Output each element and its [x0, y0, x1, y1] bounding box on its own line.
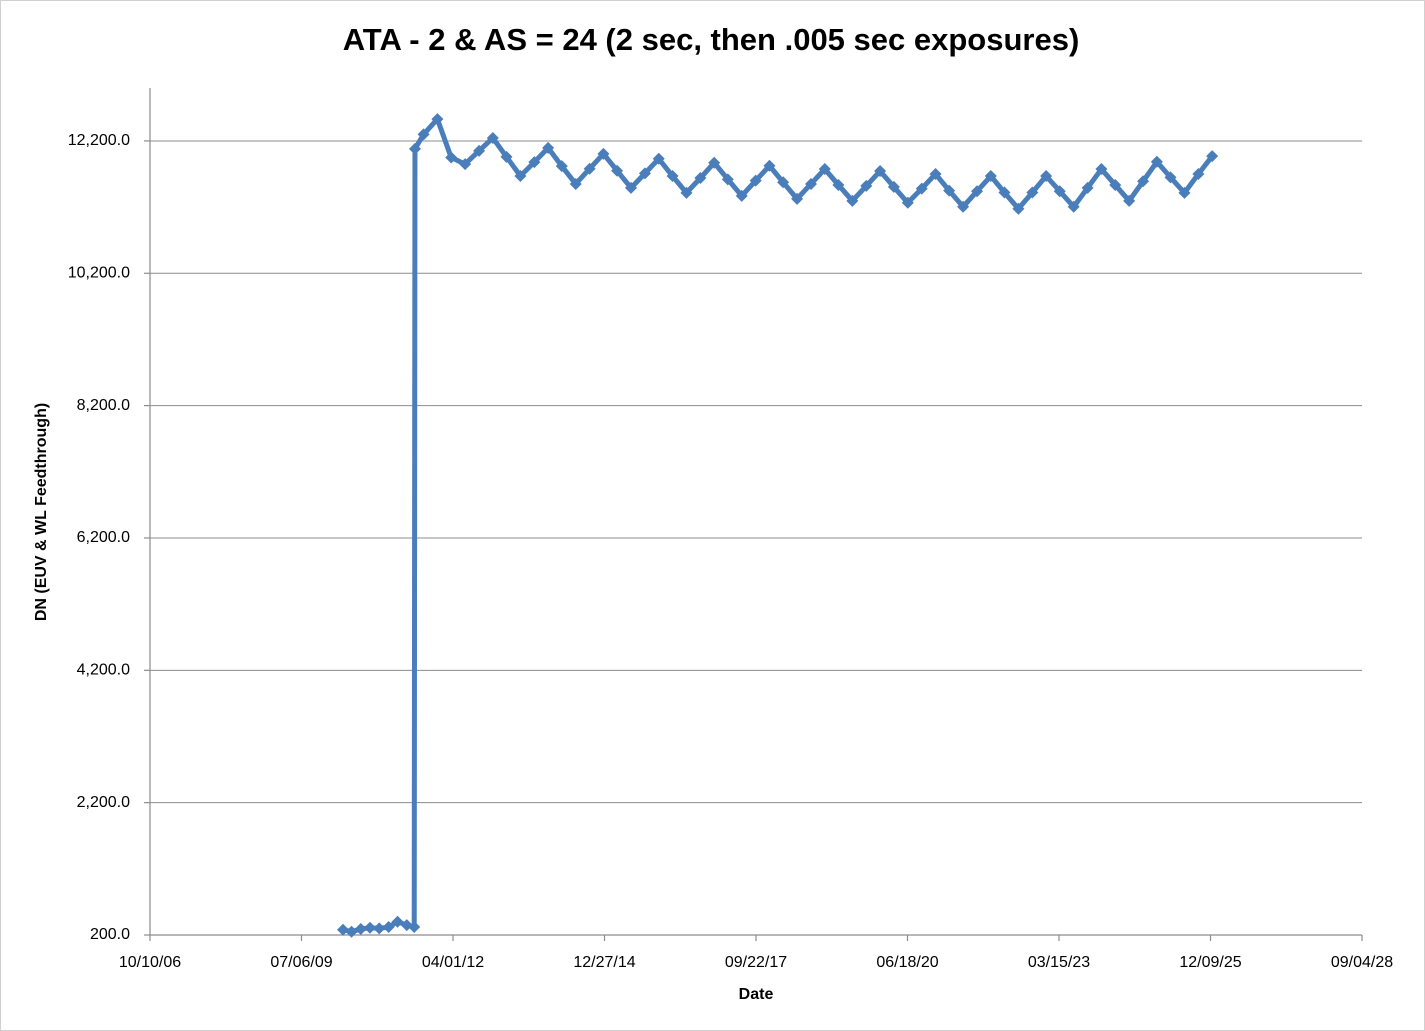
x-tick-label: 12/27/14	[573, 954, 635, 971]
data-point	[1206, 150, 1219, 163]
data-point	[1192, 168, 1205, 181]
data-point	[846, 194, 859, 207]
data-point	[735, 189, 748, 202]
chart-title: ATA - 2 & AS = 24 (2 sec, then .005 sec …	[343, 22, 1080, 57]
data-point	[887, 180, 900, 193]
data-point	[652, 152, 665, 165]
x-tick-label: 04/01/12	[422, 954, 484, 971]
data-point	[1081, 181, 1094, 194]
data-point	[666, 170, 679, 183]
data-point	[721, 173, 734, 186]
data-point	[1053, 185, 1066, 198]
data-point	[500, 150, 513, 163]
data-point	[459, 158, 472, 171]
data-point	[1137, 175, 1150, 188]
x-tick-label: 10/10/06	[119, 954, 181, 971]
data-point	[791, 192, 804, 205]
data-point	[1178, 186, 1191, 199]
data-point	[583, 162, 596, 175]
y-tick-label: 4,200.0	[77, 662, 130, 679]
data-point	[680, 186, 693, 199]
data-point	[1095, 163, 1108, 176]
data-point	[486, 131, 499, 144]
data-point	[417, 128, 430, 141]
data-point	[597, 147, 610, 160]
data-point	[694, 171, 707, 184]
data-point	[804, 177, 817, 190]
data-point	[1164, 171, 1177, 184]
data-point	[1067, 200, 1080, 213]
data-point	[818, 163, 831, 176]
data-point	[638, 167, 651, 180]
y-tick-label: 8,200.0	[77, 397, 130, 414]
y-tick-label: 12,200.0	[68, 132, 130, 149]
y-tick-label: 2,200.0	[77, 794, 130, 811]
data-point	[373, 922, 386, 935]
data-point	[569, 177, 582, 190]
x-tick-label: 12/09/25	[1179, 954, 1241, 971]
x-tick-label: 09/04/28	[1331, 954, 1393, 971]
data-point	[874, 165, 887, 178]
data-point	[943, 184, 956, 197]
data-point	[749, 174, 762, 187]
data-point	[998, 186, 1011, 199]
x-tick-label: 03/15/23	[1028, 954, 1090, 971]
data-point	[1123, 194, 1136, 207]
data-point	[445, 151, 458, 164]
data-point	[555, 160, 568, 173]
data-point	[542, 141, 555, 154]
data-point	[860, 179, 873, 192]
y-tick-label: 6,200.0	[77, 529, 130, 546]
x-tick-label: 06/18/20	[876, 954, 938, 971]
data-point	[929, 168, 942, 181]
data-point	[832, 178, 845, 191]
y-axis-label: DN (EUV & WL Feedthrough)	[33, 403, 50, 621]
data-point	[1150, 155, 1163, 168]
data-point	[408, 142, 421, 155]
data-point	[528, 156, 541, 169]
data-point	[777, 176, 790, 189]
x-tick-label: 09/22/17	[725, 954, 787, 971]
data-point	[708, 156, 721, 169]
y-tick-label: 200.0	[90, 926, 130, 943]
data-point	[625, 181, 638, 194]
y-tick-label: 10,200.0	[68, 265, 130, 282]
data-point	[1012, 202, 1025, 215]
data-point	[984, 170, 997, 183]
data-point	[901, 196, 914, 209]
data-point	[391, 915, 404, 928]
data-point	[957, 200, 970, 213]
data-point	[354, 923, 367, 936]
x-tick-label: 07/06/09	[270, 954, 332, 971]
data-point	[1026, 186, 1039, 199]
data-point	[611, 164, 624, 177]
data-point	[337, 923, 350, 936]
data-point	[514, 170, 527, 183]
data-point	[408, 921, 421, 934]
data-point	[1109, 178, 1122, 191]
data-point	[1040, 170, 1053, 183]
data-point	[915, 182, 928, 195]
data-point	[382, 921, 395, 934]
data-point	[763, 159, 776, 172]
data-point	[473, 144, 486, 157]
data-point	[971, 185, 984, 198]
data-point	[363, 921, 376, 934]
data-point	[431, 113, 444, 126]
data-point	[345, 925, 358, 938]
x-axis-label: Date	[739, 986, 774, 1003]
